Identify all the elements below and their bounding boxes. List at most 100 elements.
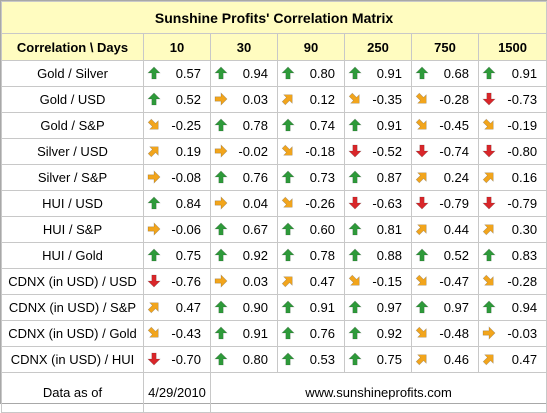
correlation-value: 0.91: [242, 326, 268, 341]
correlation-value: 0.91: [376, 118, 402, 133]
arrow-up-icon: [281, 248, 295, 262]
correlation-value: 0.57: [175, 66, 201, 81]
correlation-value: -0.06: [171, 222, 201, 237]
header-days-250: 250: [344, 33, 412, 61]
correlation-cell: 0.91: [277, 294, 345, 321]
correlation-value: -0.70: [171, 352, 201, 367]
correlation-cell: 0.76: [277, 320, 345, 347]
arrow-up-icon: [415, 300, 429, 314]
correlation-cell: 0.92: [344, 320, 412, 347]
correlation-value: 0.97: [443, 300, 469, 315]
correlation-value: -0.02: [238, 144, 268, 159]
row-label: HUI / S&P: [1, 216, 144, 243]
correlation-cell: -0.35: [344, 86, 412, 113]
arrow-up-icon: [348, 118, 362, 132]
correlation-cell: 0.94: [210, 60, 278, 87]
correlation-cell: 0.97: [344, 294, 412, 321]
arrow-up-icon: [214, 222, 228, 236]
correlation-cell: -0.74: [411, 138, 479, 165]
correlation-value: 0.03: [242, 92, 268, 107]
arrow-up-icon: [214, 300, 228, 314]
correlation-cell: -0.02: [210, 138, 278, 165]
correlation-cell: 0.46: [411, 346, 479, 373]
correlation-cell: 0.19: [143, 138, 211, 165]
row-label: CDNX (in USD) / USD: [1, 268, 144, 295]
correlation-value: 0.84: [175, 196, 201, 211]
correlation-cell: 0.12: [277, 86, 345, 113]
correlation-value: 0.75: [175, 248, 201, 263]
correlation-cell: 0.47: [143, 294, 211, 321]
table-row: HUI / S&P -0.06 0.67 0.60 0.81 0.44 0.30: [1, 216, 547, 243]
arrow-up-icon: [482, 248, 496, 262]
arrow-up-right-icon: [482, 222, 496, 236]
correlation-value: 0.92: [376, 326, 402, 341]
arrow-up-icon: [348, 222, 362, 236]
correlation-value: -0.43: [171, 326, 201, 341]
row-label: CDNX (in USD) / HUI: [1, 346, 144, 373]
arrow-up-right-icon: [281, 92, 295, 106]
correlation-value: 0.87: [376, 170, 402, 185]
correlation-value: 0.52: [443, 248, 469, 263]
arrow-up-right-icon: [281, 274, 295, 288]
arrow-up-icon: [415, 248, 429, 262]
correlation-cell: 0.91: [344, 112, 412, 139]
arrow-up-icon: [214, 118, 228, 132]
correlation-value: 0.24: [443, 170, 469, 185]
row-label: Gold / USD: [1, 86, 144, 113]
correlation-cell: 0.78: [210, 112, 278, 139]
correlation-cell: -0.79: [477, 190, 547, 217]
correlation-cell: 0.30: [477, 216, 547, 243]
correlation-value: 0.92: [242, 248, 268, 263]
correlation-value: -0.79: [507, 196, 538, 211]
arrow-up-right-icon: [147, 144, 161, 158]
arrow-up-icon: [281, 66, 295, 80]
arrow-down-right-icon: [482, 274, 496, 288]
correlation-value: 0.83: [511, 248, 538, 263]
correlation-value: 0.12: [309, 92, 335, 107]
arrow-right-icon: [147, 170, 161, 184]
arrow-up-icon: [214, 326, 228, 340]
correlation-value: 0.16: [511, 170, 538, 185]
correlation-cell: 0.60: [277, 216, 345, 243]
correlation-cell: 0.57: [143, 60, 211, 87]
arrow-up-right-icon: [415, 222, 429, 236]
arrow-up-icon: [415, 66, 429, 80]
correlation-cell: 0.80: [277, 60, 345, 87]
arrow-down-icon: [348, 196, 362, 210]
correlation-cell: -0.15: [344, 268, 412, 295]
correlation-cell: -0.18: [277, 138, 345, 165]
correlation-value: -0.76: [171, 274, 201, 289]
correlation-value: -0.19: [507, 118, 538, 133]
correlation-value: 0.78: [242, 118, 268, 133]
header-days-10: 10: [143, 33, 211, 61]
correlation-cell: -0.08: [143, 164, 211, 191]
row-label: Gold / Silver: [1, 60, 144, 87]
correlation-value: -0.28: [507, 274, 538, 289]
table-row: CDNX (in USD) / S&P 0.47 0.90 0.91 0.97 0.97 0…: [1, 294, 547, 321]
arrow-up-icon: [214, 352, 228, 366]
correlation-cell: -0.19: [477, 112, 547, 139]
correlation-value: -0.03: [507, 326, 538, 341]
arrow-down-icon: [482, 144, 496, 158]
correlation-cell: -0.70: [143, 346, 211, 373]
arrow-right-icon: [214, 92, 228, 106]
header-days-90: 90: [277, 33, 345, 61]
arrow-down-right-icon: [415, 118, 429, 132]
arrow-down-right-icon: [281, 144, 295, 158]
arrow-down-icon: [482, 196, 496, 210]
correlation-cell: 0.90: [210, 294, 278, 321]
correlation-value: 0.46: [443, 352, 469, 367]
correlation-value: -0.73: [507, 92, 538, 107]
row-label: CDNX (in USD) / Gold: [1, 320, 144, 347]
correlation-value: 0.68: [443, 66, 469, 81]
correlation-cell: 0.73: [277, 164, 345, 191]
arrow-right-icon: [147, 222, 161, 236]
correlation-cell: -0.06: [143, 216, 211, 243]
correlation-cell: -0.28: [477, 268, 547, 295]
correlation-value: 0.67: [242, 222, 268, 237]
arrow-up-icon: [281, 300, 295, 314]
correlation-cell: 0.91: [477, 60, 547, 87]
correlation-value: 0.19: [175, 144, 201, 159]
correlation-value: 0.74: [309, 118, 335, 133]
website-link[interactable]: www.sunshineprofits.com: [209, 372, 547, 413]
